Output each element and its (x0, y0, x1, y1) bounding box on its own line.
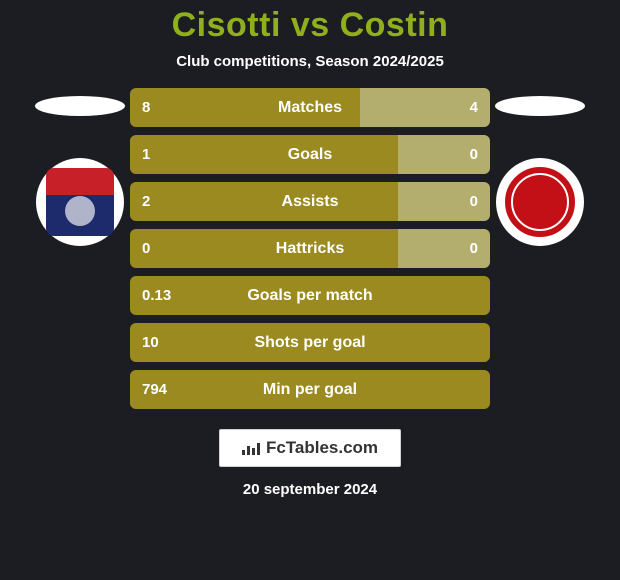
stat-label: Shots per goal (254, 334, 365, 352)
stat-bar-right: 0 (398, 182, 490, 221)
stat-row: 0.13 Goals per match (130, 276, 490, 315)
stat-row: 2 0 Assists (130, 182, 490, 221)
main-content: 84Matches10Goals20Assists00Hattricks0.13… (0, 88, 620, 409)
stat-row: 794 Min per goal (130, 370, 490, 409)
stat-value-right: 0 (470, 146, 478, 163)
stat-row: 1 0 Goals (130, 135, 490, 174)
player-silhouette-shadow (35, 96, 125, 116)
stat-value-left: 0.13 (142, 287, 171, 304)
logo-text: FcTables.com (266, 438, 378, 458)
stat-row: 0 0 Hattricks (130, 229, 490, 268)
stat-label: Min per goal (263, 381, 357, 399)
stat-bar-left: 2 (130, 182, 398, 221)
stat-value-right: 0 (470, 193, 478, 210)
stat-label: Goals per match (247, 287, 372, 305)
page-subtitle: Club competitions, Season 2024/2025 (176, 53, 444, 70)
stat-row: 8 4 Matches (130, 88, 490, 127)
stat-value-left: 794 (142, 381, 167, 398)
site-logo[interactable]: FcTables.com (219, 429, 401, 467)
stat-bar-right: 4 (360, 88, 490, 127)
stat-value-left: 1 (142, 146, 150, 163)
left-crest-graphic (46, 168, 114, 236)
stat-label: Hattricks (276, 240, 344, 258)
stat-bar-right: 0 (398, 229, 490, 268)
right-crest-graphic (501, 163, 579, 241)
stat-value-right: 0 (470, 240, 478, 257)
stat-value-left: 2 (142, 193, 150, 210)
stat-value-left: 8 (142, 99, 150, 116)
stat-value-left: 0 (142, 240, 150, 257)
stat-bar-left: 0 (130, 229, 398, 268)
stat-label: Matches (278, 99, 342, 117)
stat-value-right: 4 (470, 99, 478, 116)
stat-bar-left: 1 (130, 135, 398, 174)
player-silhouette-shadow (495, 96, 585, 116)
stat-label: Assists (282, 193, 339, 211)
left-club-crest (36, 158, 124, 246)
page-title: Cisotti vs Costin (172, 6, 449, 45)
stat-label: Goals (288, 146, 332, 164)
date-label: 20 september 2024 (243, 481, 377, 498)
stat-bar-right: 0 (398, 135, 490, 174)
right-player-column (490, 88, 590, 246)
stat-row: 10 Shots per goal (130, 323, 490, 362)
chart-icon (242, 441, 260, 455)
stat-value-left: 10 (142, 334, 159, 351)
left-player-column (30, 88, 130, 246)
right-club-crest (496, 158, 584, 246)
stats-panel: 84Matches10Goals20Assists00Hattricks0.13… (130, 88, 490, 409)
